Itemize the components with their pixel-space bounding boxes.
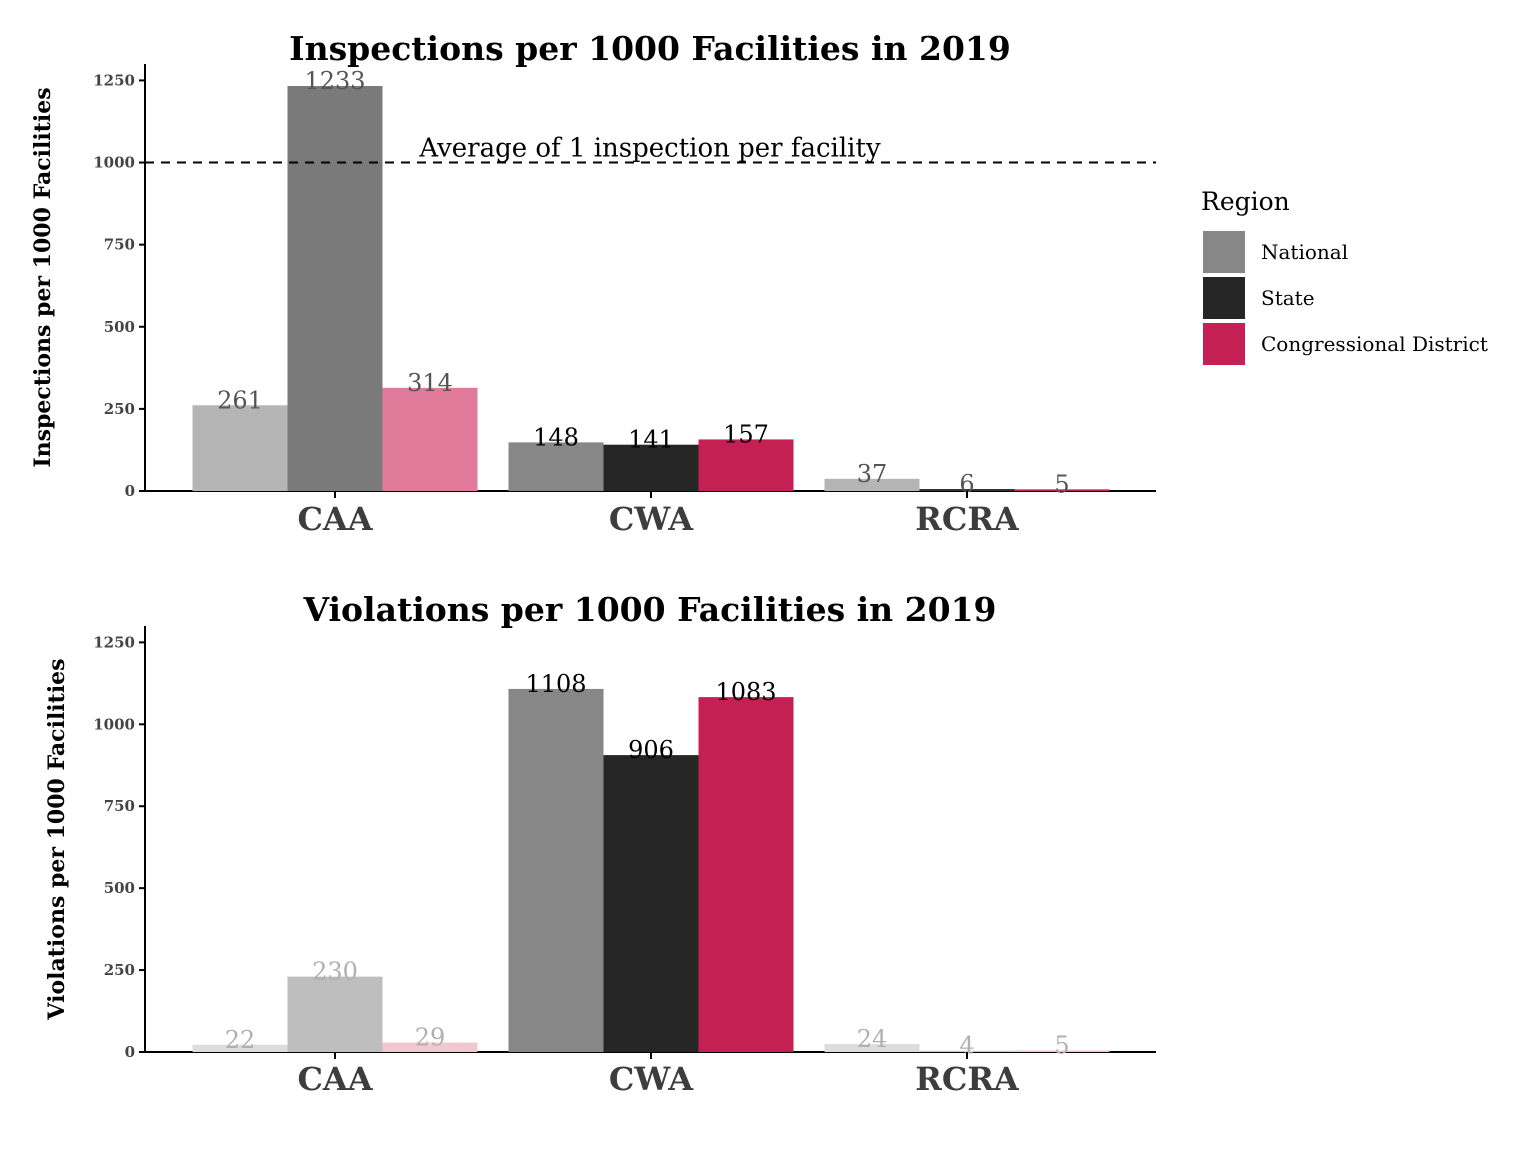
chart2-xtick-label-cwa: CWA bbox=[609, 1060, 694, 1098]
chart2-title: Violations per 1000 Facilities in 2019 bbox=[302, 590, 996, 629]
chart1-bar-label-caa-congressional-district: 314 bbox=[407, 369, 453, 397]
chart2-xtick-label-caa: CAA bbox=[297, 1060, 373, 1098]
chart2-bar-cwa-state bbox=[603, 755, 699, 1052]
chart2-bar-label-caa-national: 22 bbox=[225, 1026, 256, 1054]
chart2-xtick-label-rcra: RCRA bbox=[915, 1060, 1020, 1098]
chart1-bar-label-rcra-state: 6 bbox=[959, 470, 974, 498]
chart2-bar-label-caa-congressional-district: 29 bbox=[415, 1023, 446, 1051]
legend-label-national: National bbox=[1261, 240, 1348, 264]
chart1-ylabel: Inspections per 1000 Facilities bbox=[30, 87, 56, 467]
chart1-bar-caa-congressional-district bbox=[382, 387, 478, 491]
chart2-bar-rcra-national bbox=[824, 1044, 920, 1052]
chart1-ytick-label-1000: 1000 bbox=[93, 154, 135, 172]
legend-swatch-state bbox=[1203, 277, 1245, 319]
chart1-bar-label-cwa-congressional-district: 157 bbox=[723, 420, 769, 448]
chart1-title: Inspections per 1000 Facilities in 2019 bbox=[289, 29, 1011, 68]
chart1-ytick-label-1250: 1250 bbox=[93, 71, 135, 89]
chart2-bar-caa-state bbox=[287, 976, 383, 1052]
chart2-bar-label-rcra-congressional-district: 5 bbox=[1054, 1031, 1069, 1059]
chart1-bar-rcra-state bbox=[919, 489, 1015, 491]
chart2-ytick-label-750: 750 bbox=[104, 797, 135, 815]
chart2-ytick-label-0: 0 bbox=[125, 1043, 135, 1061]
chart1-bar-rcra-congressional-district bbox=[1014, 489, 1110, 491]
chart2-bar-label-rcra-national: 24 bbox=[857, 1025, 888, 1053]
legend-label-congressional-district: Congressional District bbox=[1261, 332, 1488, 356]
chart1-bar-cwa-national bbox=[508, 442, 604, 491]
chart1-bar-caa-state bbox=[287, 86, 383, 491]
chart2-bar-cwa-congressional-district bbox=[698, 697, 794, 1052]
chart2-ylabel: Violations per 1000 Facilities bbox=[44, 658, 70, 1020]
chart2-bar-label-cwa-national: 1108 bbox=[525, 670, 586, 698]
chart2-bar-rcra-state bbox=[919, 1050, 1015, 1052]
chart1-bar-label-caa-state: 1233 bbox=[304, 67, 365, 95]
chart2-bar-rcra-congressional-district bbox=[1014, 1050, 1110, 1052]
legend-label-state: State bbox=[1261, 286, 1315, 310]
chart1-reference-line-label: Average of 1 inspection per facility bbox=[418, 134, 881, 164]
chart1-ytick-label-500: 500 bbox=[104, 318, 135, 336]
legend-swatch-national bbox=[1203, 231, 1245, 273]
chart1-bar-caa-national bbox=[192, 405, 288, 491]
chart1-bar-label-rcra-national: 37 bbox=[857, 460, 888, 488]
chart2-bar-label-cwa-state: 906 bbox=[628, 736, 674, 764]
chart2-bar-label-rcra-state: 4 bbox=[959, 1032, 974, 1060]
chart2-bar-caa-congressional-district bbox=[382, 1042, 478, 1052]
chart1-xtick-label-caa: CAA bbox=[297, 500, 373, 538]
chart1-bar-cwa-congressional-district bbox=[698, 439, 794, 491]
chart1-bar-label-cwa-state: 141 bbox=[628, 426, 674, 454]
chart2-ytick-label-1000: 1000 bbox=[93, 715, 135, 733]
chart1-bar-cwa-state bbox=[603, 444, 699, 491]
chart1-bar-rcra-national bbox=[824, 478, 920, 491]
chart2-ytick-label-1250: 1250 bbox=[93, 633, 135, 651]
legend-swatch-congressional-district bbox=[1203, 323, 1245, 365]
chart1-bar-label-caa-national: 261 bbox=[217, 386, 263, 414]
chart1-xtick-label-rcra: RCRA bbox=[915, 500, 1020, 538]
chart1-xtick-label-cwa: CWA bbox=[609, 500, 694, 538]
chart2-ytick-label-250: 250 bbox=[104, 961, 135, 979]
chart2-bar-caa-national bbox=[192, 1044, 288, 1052]
chart1-bar-label-rcra-congressional-district: 5 bbox=[1054, 470, 1069, 498]
chart1-bar-label-cwa-national: 148 bbox=[533, 423, 579, 451]
chart2-ytick-label-500: 500 bbox=[104, 879, 135, 897]
legend-title: Region bbox=[1201, 187, 1290, 216]
chart1-ytick-label-0: 0 bbox=[125, 482, 135, 500]
chart2-bar-label-caa-state: 230 bbox=[312, 958, 358, 986]
chart2-bar-cwa-national bbox=[508, 688, 604, 1052]
chart2-bar-label-cwa-congressional-district: 1083 bbox=[715, 678, 776, 706]
chart1-ytick-label-250: 250 bbox=[104, 400, 135, 418]
chart1-ytick-label-750: 750 bbox=[104, 236, 135, 254]
